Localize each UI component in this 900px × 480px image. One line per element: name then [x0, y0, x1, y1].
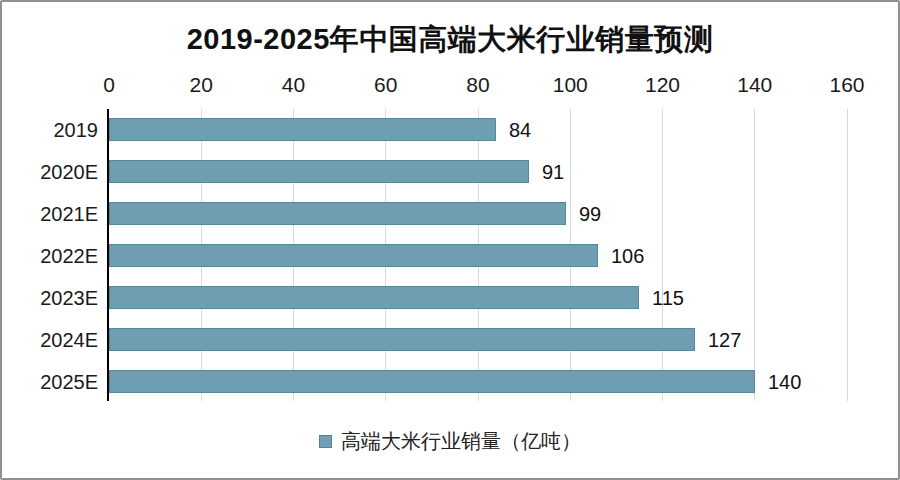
category-label: 2022E	[10, 244, 98, 268]
bar-series-layer: 2019 84 2020E 91 2021E 99 2022E 106 2023E 115 2024…	[2, 2, 898, 478]
bar-value-label: 106	[611, 244, 644, 268]
category-label: 2020E	[10, 160, 98, 184]
bar-value-label: 91	[542, 160, 564, 184]
category-label: 2024E	[10, 328, 98, 352]
category-label: 2025E	[10, 370, 98, 394]
bar	[109, 118, 496, 141]
bar	[109, 328, 695, 351]
legend-label: 高端大米行业销量（亿吨）	[341, 428, 581, 455]
bar-value-label: 115	[652, 286, 684, 310]
bar-value-label: 99	[579, 202, 601, 226]
legend-marker-icon	[319, 435, 332, 448]
category-label: 2019	[10, 118, 98, 142]
bar	[109, 160, 529, 183]
legend: 高端大米行业销量（亿吨）	[2, 428, 898, 455]
category-label: 2023E	[10, 286, 98, 310]
bar-value-label: 84	[509, 118, 531, 142]
bar-value-label: 140	[768, 370, 801, 394]
bar	[109, 244, 598, 267]
bar	[109, 202, 566, 225]
bar	[109, 286, 639, 309]
category-label: 2021E	[10, 202, 98, 226]
chart-panel: 2019-2025年中国高端大米行业销量预测 02040608010012014…	[0, 0, 900, 480]
bar	[109, 370, 755, 393]
bar-value-label: 127	[708, 328, 741, 352]
